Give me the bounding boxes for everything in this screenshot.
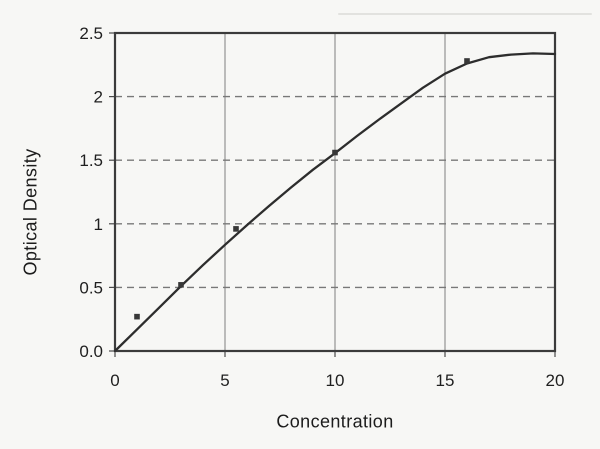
- y-tick-label: 1.5: [79, 151, 103, 170]
- y-tick-label: 2: [94, 88, 103, 107]
- data-point-marker: [332, 149, 338, 156]
- data-point-marker: [134, 313, 140, 320]
- x-tick-label: 20: [546, 371, 565, 390]
- x-tick-label: 10: [326, 371, 345, 390]
- data-point-marker: [233, 226, 239, 232]
- x-axis-title: Concentration: [276, 411, 394, 432]
- y-tick-label: 1: [94, 215, 103, 234]
- y-tick-label: 0.0: [79, 342, 103, 361]
- y-tick-label: 2.5: [79, 24, 103, 43]
- data-point-marker: [464, 58, 470, 64]
- x-tick-label: 15: [436, 371, 455, 390]
- x-tick-label: 5: [220, 371, 229, 390]
- y-tick-label: 0.5: [79, 278, 103, 297]
- data-point-marker: [178, 282, 184, 288]
- y-axis-title: Optical Density: [20, 148, 41, 276]
- x-tick-label: 0: [110, 371, 119, 390]
- plot-border: [113, 31, 557, 353]
- scan-artifact-line: [338, 13, 592, 15]
